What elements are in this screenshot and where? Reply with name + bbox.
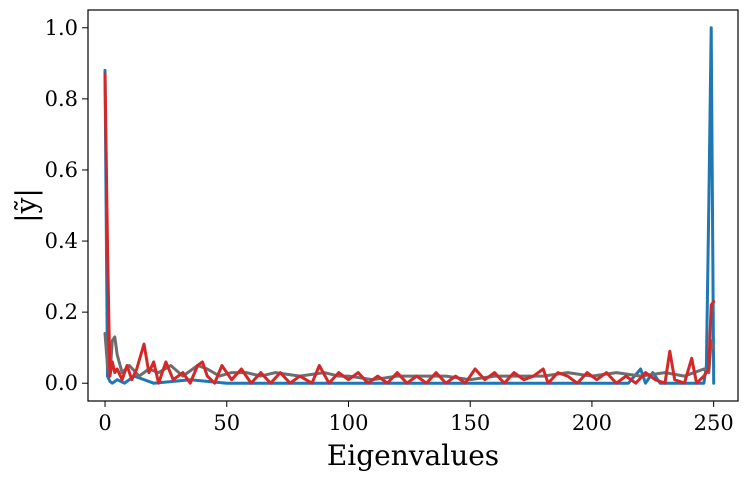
plot-frame bbox=[87, 9, 739, 402]
x-tick-label: 150 bbox=[450, 411, 490, 435]
plot-area bbox=[103, 26, 716, 385]
x-tick-label: 250 bbox=[694, 411, 734, 435]
x-tick-label: 0 bbox=[98, 411, 111, 435]
x-tick-label: 100 bbox=[328, 411, 368, 435]
y-tick-label: 0.6 bbox=[45, 158, 78, 182]
y-tick-label: 1.0 bbox=[45, 16, 78, 40]
x-axis: 0 50 100 150 200 250 bbox=[98, 401, 734, 435]
y-tick-label: 0.2 bbox=[45, 300, 78, 324]
x-tick-label: 200 bbox=[572, 411, 612, 435]
series-line-1 bbox=[103, 26, 716, 385]
y-tick-label: 0.8 bbox=[45, 87, 78, 111]
series-line-2 bbox=[103, 332, 716, 382]
y-axis: 0.0 0.2 0.4 0.6 0.8 1.0 bbox=[45, 16, 88, 395]
y-axis-label: |ỹ| bbox=[10, 188, 43, 223]
x-tick-label: 50 bbox=[213, 411, 240, 435]
x-axis-label: Eigenvalues bbox=[327, 439, 499, 472]
y-tick-label: 0.4 bbox=[45, 229, 78, 253]
y-tick-label: 0.0 bbox=[45, 371, 78, 395]
series-line-3 bbox=[103, 72, 716, 385]
